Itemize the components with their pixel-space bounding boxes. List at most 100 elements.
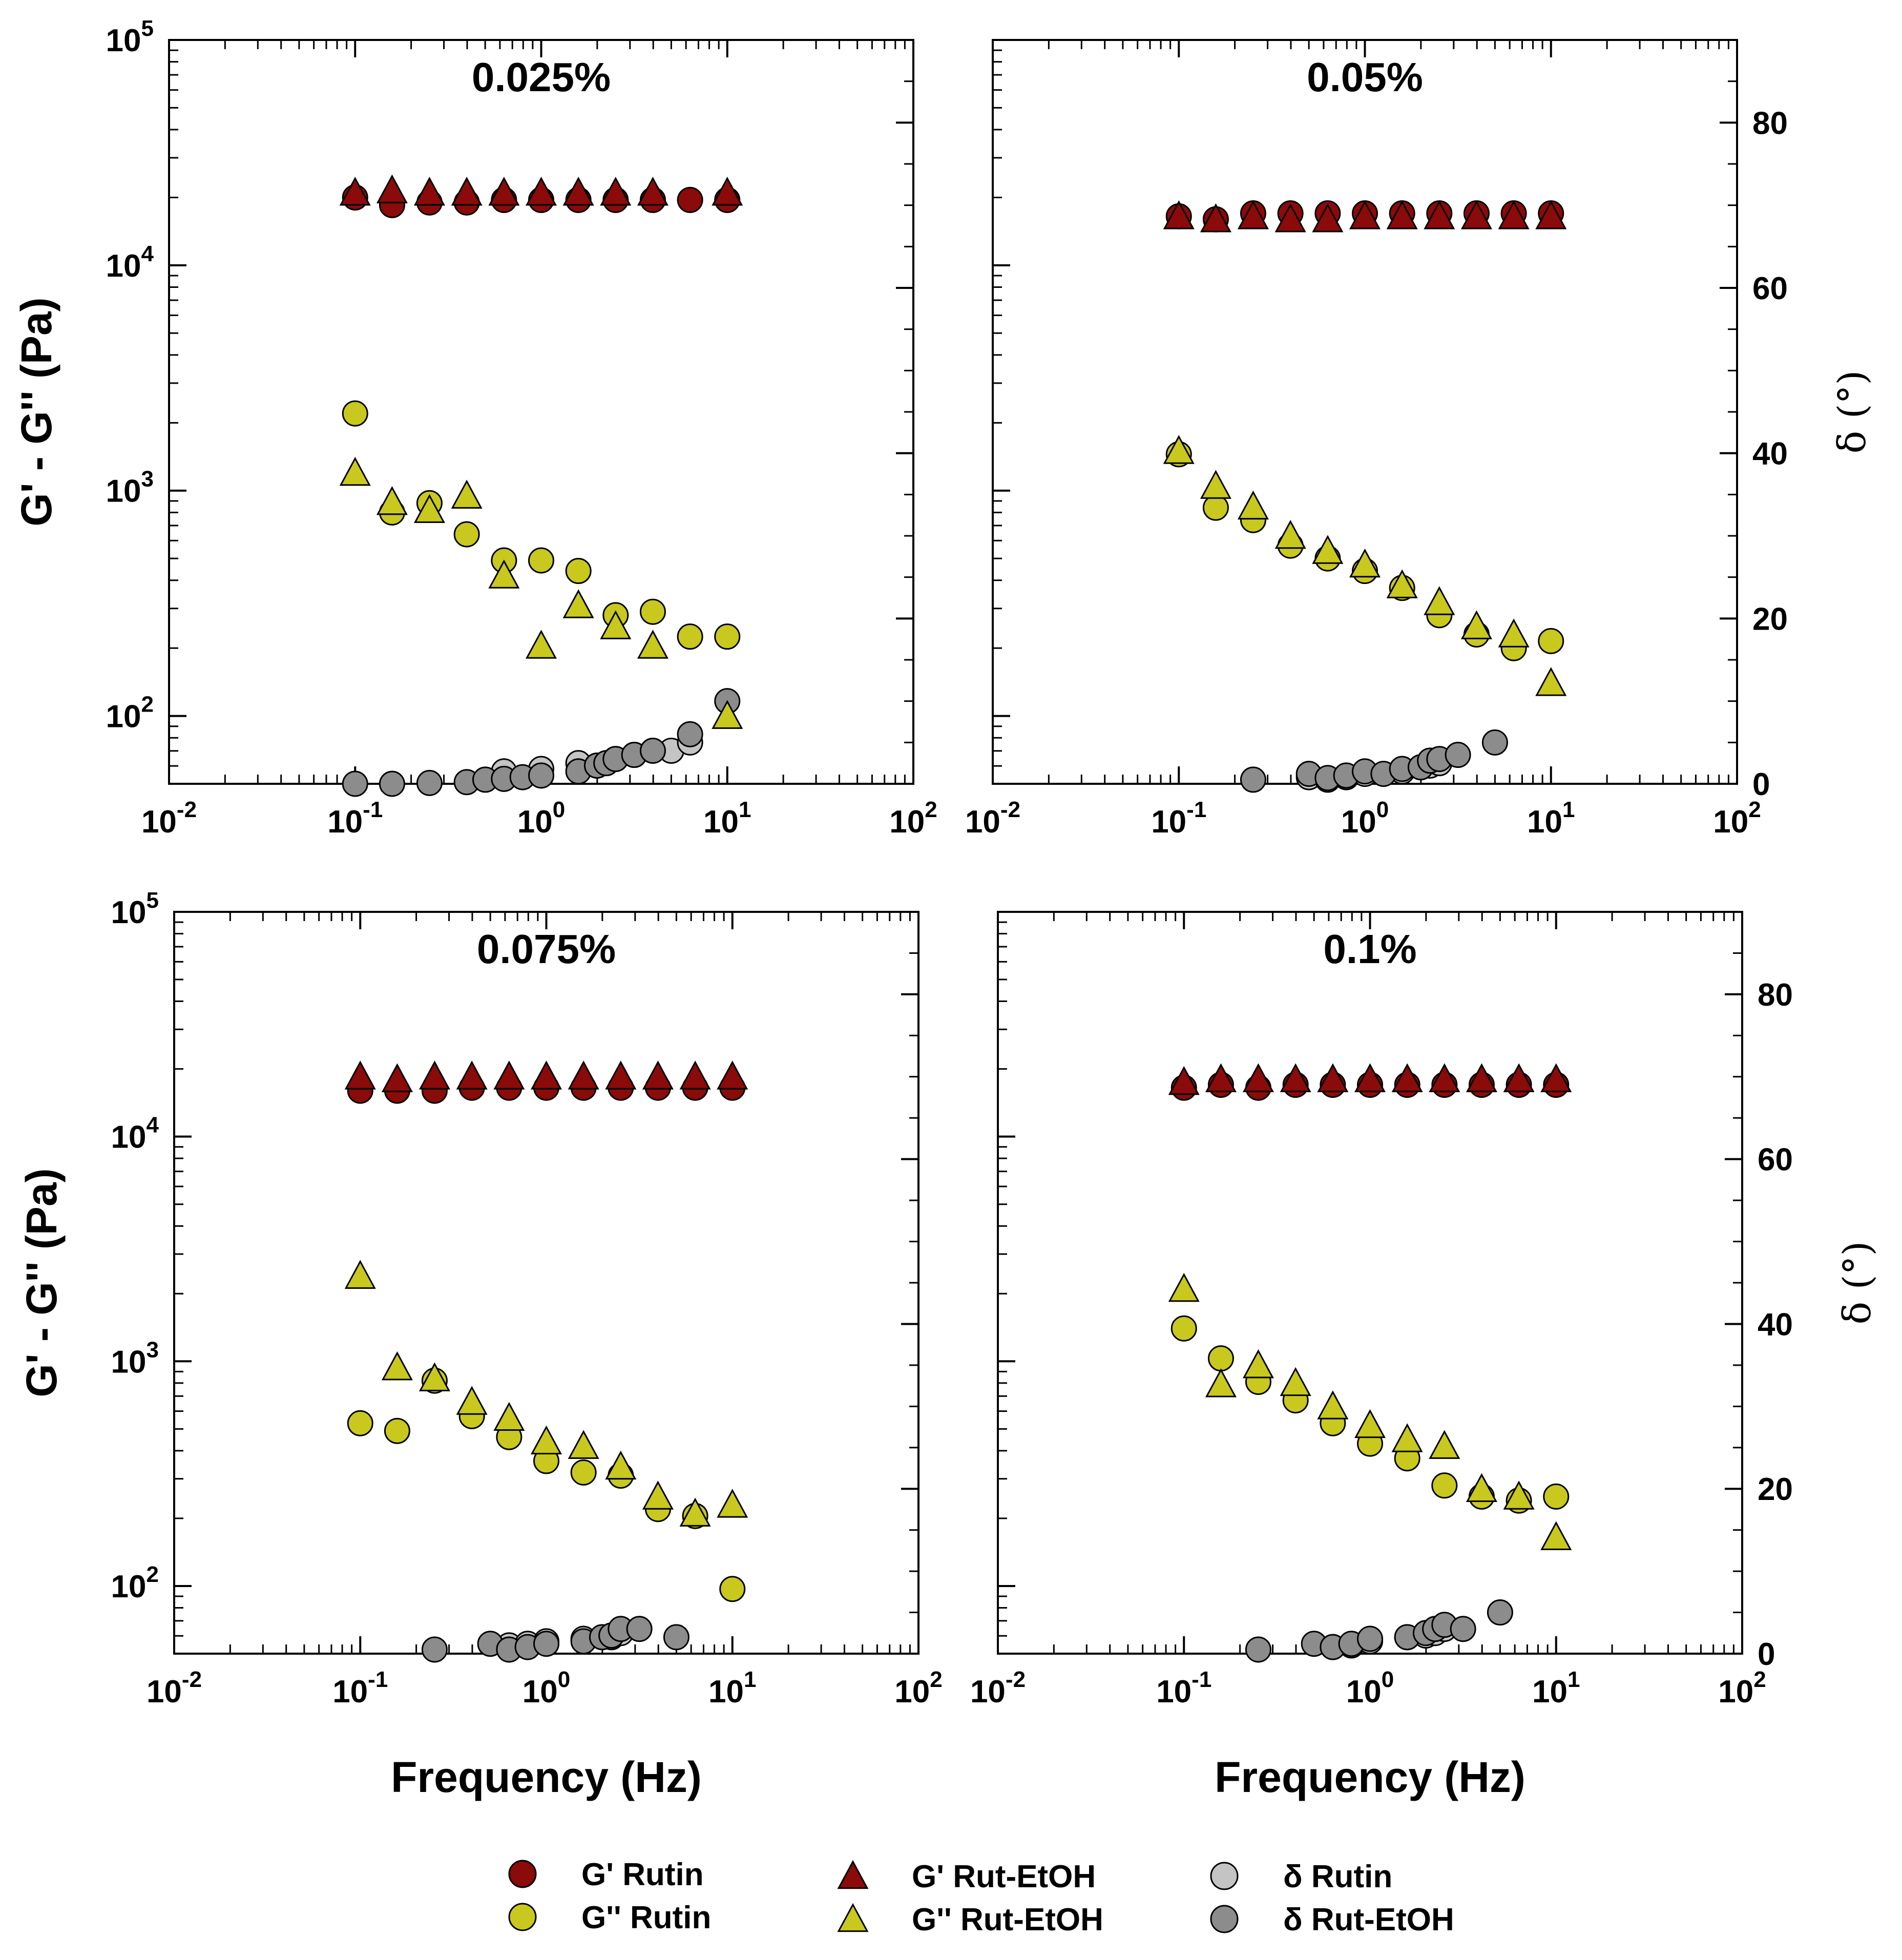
y2-tick-label: 40 xyxy=(1758,1307,1793,1342)
data-point xyxy=(679,1060,711,1090)
y-tick-label: 103 xyxy=(111,1337,159,1380)
data-point xyxy=(1386,569,1418,598)
data-point xyxy=(525,176,557,206)
data-point xyxy=(381,1063,413,1092)
data-point xyxy=(347,1410,373,1436)
series-g-rut-etoh xyxy=(1168,1273,1572,1550)
data-point xyxy=(1240,766,1266,793)
x-axis-label: Frequency (Hz) xyxy=(1215,1753,1525,1801)
legend-label: δ Rutin xyxy=(1283,1859,1392,1894)
data-point xyxy=(1205,1063,1237,1092)
data-point xyxy=(1354,1063,1386,1092)
data-point xyxy=(637,176,668,206)
data-point xyxy=(381,1351,413,1381)
y2-tick-label: 0 xyxy=(1758,1637,1775,1672)
series-g-rut-etoh xyxy=(1163,200,1567,233)
data-point xyxy=(451,176,483,206)
data-point xyxy=(1274,203,1306,233)
data-point xyxy=(565,558,592,585)
x-tick-label: 102 xyxy=(1718,1667,1766,1709)
panel-title: 0.025% xyxy=(472,54,611,100)
y2-axis-label: δ (°) xyxy=(1835,1241,1879,1325)
data-point xyxy=(570,1459,597,1486)
data-point xyxy=(1280,1367,1311,1396)
data-point xyxy=(416,769,443,796)
data-point xyxy=(1540,1063,1572,1092)
data-point xyxy=(1163,200,1195,230)
data-point xyxy=(1498,618,1530,648)
data-point xyxy=(717,1060,748,1090)
x-tick-label: 102 xyxy=(889,797,937,840)
data-point xyxy=(1424,200,1455,230)
x-tick-label: 10-1 xyxy=(327,797,383,840)
data-point xyxy=(1431,1472,1458,1499)
plot-frame xyxy=(168,39,914,785)
data-point xyxy=(1205,1368,1237,1398)
data-point xyxy=(626,1616,653,1642)
data-point xyxy=(1391,1423,1423,1452)
data-point xyxy=(1245,1636,1271,1663)
series-g-rut-etoh xyxy=(344,1060,748,1092)
data-point xyxy=(717,1489,748,1518)
y-tick-label: 105 xyxy=(106,16,154,58)
data-point xyxy=(528,762,554,789)
data-point xyxy=(1538,628,1564,654)
series--rut-etoh xyxy=(342,688,741,797)
y-axis-label: G' - G'' (Pa) xyxy=(17,1168,66,1397)
data-point xyxy=(1450,1616,1476,1642)
y2-tick-label: 80 xyxy=(1758,977,1793,1013)
data-point xyxy=(1429,1430,1460,1459)
data-point xyxy=(1317,1390,1349,1420)
series--rut-etoh xyxy=(421,1616,689,1663)
data-point xyxy=(637,630,668,659)
data-point xyxy=(1535,200,1567,230)
data-point xyxy=(376,486,408,515)
series-g-rutin xyxy=(342,400,741,650)
legend-entry: G' Rut-EtOH xyxy=(837,1859,1096,1894)
data-point xyxy=(376,174,408,203)
data-point xyxy=(1460,200,1492,230)
legend-entry: δ Rut-EtOH xyxy=(1210,1902,1454,1937)
data-point xyxy=(342,400,368,427)
legend-marker xyxy=(837,1903,869,1932)
panel-3: 10-2 10-1 100 101 102 102 103 104 105 G' - G'' (P… xyxy=(17,888,943,1801)
data-point xyxy=(1503,1481,1535,1510)
data-point xyxy=(663,1624,689,1651)
y2-tick-label: 40 xyxy=(1752,436,1788,472)
y2-tick-label: 0 xyxy=(1752,767,1770,802)
data-point xyxy=(533,1631,559,1657)
data-point xyxy=(712,700,743,729)
data-point xyxy=(1535,667,1567,696)
data-point xyxy=(639,598,666,625)
legend-entry: δ Rutin xyxy=(1210,1859,1392,1894)
series-g-rut-etoh xyxy=(1163,435,1567,696)
data-point xyxy=(562,589,594,618)
panel-title: 0.1% xyxy=(1323,926,1416,972)
legend-entry: G' Rutin xyxy=(508,1857,704,1892)
data-point xyxy=(1207,1345,1234,1372)
data-point xyxy=(1349,200,1381,230)
data-point xyxy=(677,623,703,650)
series-g-rut-etoh xyxy=(1168,1063,1572,1095)
y-axis-label: G' - G'' (Pa) xyxy=(12,297,60,526)
data-point xyxy=(1237,490,1269,520)
legend-label: G' Rutin xyxy=(581,1857,704,1892)
data-point xyxy=(530,1425,562,1455)
data-point xyxy=(493,1060,525,1090)
data-point xyxy=(493,1402,525,1431)
legend-marker xyxy=(837,1860,869,1889)
data-point xyxy=(1312,535,1344,564)
data-point xyxy=(1481,729,1508,756)
data-point xyxy=(1391,1063,1423,1092)
y-tick-label: 103 xyxy=(106,467,154,509)
data-point xyxy=(456,1060,488,1090)
legend-label: G' Rut-EtOH xyxy=(912,1859,1096,1894)
data-point xyxy=(1163,435,1195,464)
panel-title: 0.075% xyxy=(477,926,616,972)
x-tick-label: 102 xyxy=(894,1667,942,1709)
data-point xyxy=(1274,519,1306,549)
data-point xyxy=(600,176,632,206)
panel-1: 10-2 10-1 100 101 102 102 103 104 105 G' - G'' (P… xyxy=(12,16,937,840)
series-g-rut-etoh xyxy=(339,174,743,206)
